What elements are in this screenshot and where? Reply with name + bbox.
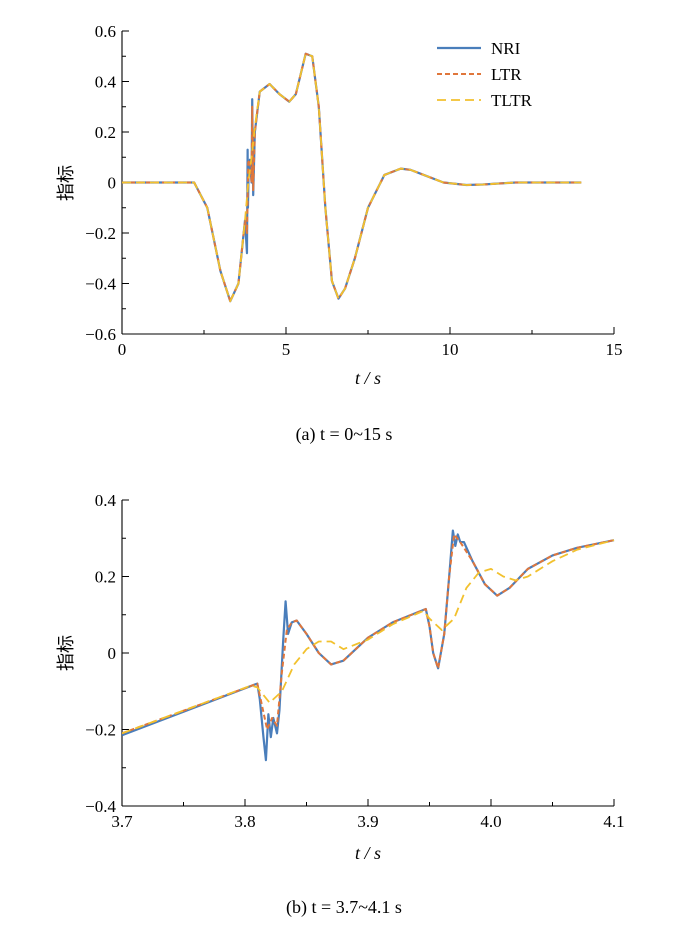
series-line-ltr <box>122 52 582 303</box>
x-tick-label: 3.8 <box>234 812 255 831</box>
caption-b: (b) t = 3.7~4.1 s <box>286 897 402 918</box>
y-tick-label: 0.2 <box>95 568 116 587</box>
caption-a: (a) t = 0~15 s <box>296 424 393 445</box>
plot-area-a: −0.6 −0.4 −0.2 0 0.2 0.4 0.6 0 5 10 15 NRI LTR TLTR <box>85 22 622 359</box>
x-axis-label-a: t / s <box>355 368 381 388</box>
x-tick-label: 0 <box>118 340 127 359</box>
x-tick-label: 10 <box>442 340 459 359</box>
legend-label-tltr: TLTR <box>491 91 533 110</box>
y-axis-label-b: 指标 <box>56 635 77 671</box>
y-tick-label: 0.4 <box>95 73 117 92</box>
y-tick-label: −0.2 <box>85 721 116 740</box>
series-line-tltr <box>122 52 582 303</box>
x-tick-label: 3.9 <box>357 812 378 831</box>
x-tick-label: 4.0 <box>480 812 501 831</box>
chart-panel-a: −0.6 −0.4 −0.2 0 0.2 0.4 0.6 0 5 10 15 NRI LTR TLTR 指… <box>56 22 623 445</box>
y-axis-label-a: 指标 <box>56 165 77 201</box>
legend-label-nri: NRI <box>491 39 521 58</box>
x-tick-label: 4.1 <box>603 812 624 831</box>
series-line-tltr <box>122 539 615 735</box>
x-tick-label: 3.7 <box>111 812 133 831</box>
chart-panel-b: −0.4−0.200.20.43.7 3.8 3.9 4.0 4.1 指标 t / s … <box>56 491 625 918</box>
y-tick-label: 0 <box>108 174 117 193</box>
y-tick-label: 0.4 <box>95 491 117 510</box>
y-tick-label: −0.4 <box>85 275 116 294</box>
y-tick-label: 0.2 <box>95 123 116 142</box>
x-tick-label: 5 <box>282 340 291 359</box>
y-tick-label: 0 <box>108 644 117 663</box>
series-line-nri <box>122 529 615 762</box>
x-axis-label-b: t / s <box>355 843 381 863</box>
y-tick-label: −0.4 <box>85 797 116 816</box>
y-tick-label: −0.2 <box>85 224 116 243</box>
plot-area-b: −0.4 −0.2 0 0.2 0.4 3.7 3.8 3.9 4.0 4.1 <box>85 491 624 831</box>
series-line-ltr <box>122 533 615 735</box>
y-tick-label: 0.6 <box>95 22 116 41</box>
y-tick-label: −0.6 <box>85 325 116 344</box>
legend-label-ltr: LTR <box>491 65 522 84</box>
x-tick-label: 15 <box>606 340 623 359</box>
